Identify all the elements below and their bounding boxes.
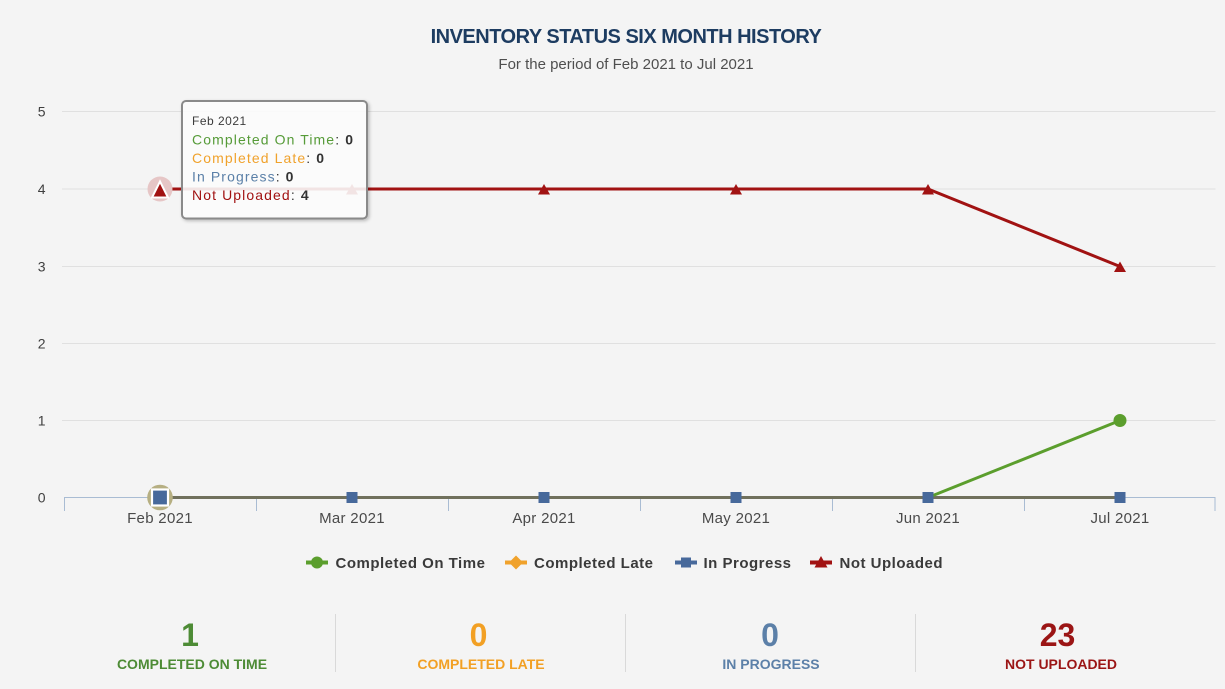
svg-text:Feb 2021: Feb 2021 bbox=[127, 510, 193, 527]
svg-text:1: 1 bbox=[181, 617, 199, 653]
svg-text:1: 1 bbox=[38, 413, 46, 429]
svg-text:Not Uploaded: Not Uploaded bbox=[840, 555, 944, 572]
svg-text:Jun 2021: Jun 2021 bbox=[896, 510, 960, 527]
svg-text:In Progress: 0: In Progress: 0 bbox=[192, 169, 295, 185]
svg-text:Mar 2021: Mar 2021 bbox=[319, 510, 385, 527]
svg-text:Completed Late: Completed Late bbox=[534, 555, 654, 572]
svg-text:5: 5 bbox=[38, 104, 46, 120]
svg-text:In Progress: In Progress bbox=[704, 555, 792, 572]
svg-text:Jul 2021: Jul 2021 bbox=[1090, 510, 1149, 527]
svg-text:Feb 2021: Feb 2021 bbox=[192, 114, 247, 128]
svg-text:May 2021: May 2021 bbox=[702, 510, 770, 527]
svg-text:COMPLETED ON TIME: COMPLETED ON TIME bbox=[117, 656, 267, 672]
svg-text:Completed Late: 0: Completed Late: 0 bbox=[192, 150, 325, 166]
svg-text:Apr 2021: Apr 2021 bbox=[512, 510, 575, 527]
svg-text:0: 0 bbox=[38, 490, 46, 506]
svg-text:0: 0 bbox=[761, 617, 779, 653]
svg-text:Completed On Time: Completed On Time bbox=[336, 555, 486, 572]
svg-text:NOT UPLOADED: NOT UPLOADED bbox=[1005, 656, 1117, 672]
svg-text:0: 0 bbox=[470, 617, 488, 653]
svg-text:Not Uploaded: 4: Not Uploaded: 4 bbox=[192, 187, 310, 203]
svg-text:4: 4 bbox=[38, 181, 46, 197]
svg-text:IN PROGRESS: IN PROGRESS bbox=[722, 656, 819, 672]
svg-text:23: 23 bbox=[1040, 617, 1076, 653]
svg-text:For the period of Feb 2021 to: For the period of Feb 2021 to Jul 2021 bbox=[498, 56, 753, 73]
svg-text:2: 2 bbox=[38, 336, 46, 352]
svg-text:INVENTORY STATUS SIX MONTH HIS: INVENTORY STATUS SIX MONTH HISTORY bbox=[431, 26, 823, 48]
svg-text:3: 3 bbox=[38, 259, 46, 275]
svg-text:Completed On Time: 0: Completed On Time: 0 bbox=[192, 132, 354, 148]
svg-text:COMPLETED LATE: COMPLETED LATE bbox=[417, 656, 544, 672]
